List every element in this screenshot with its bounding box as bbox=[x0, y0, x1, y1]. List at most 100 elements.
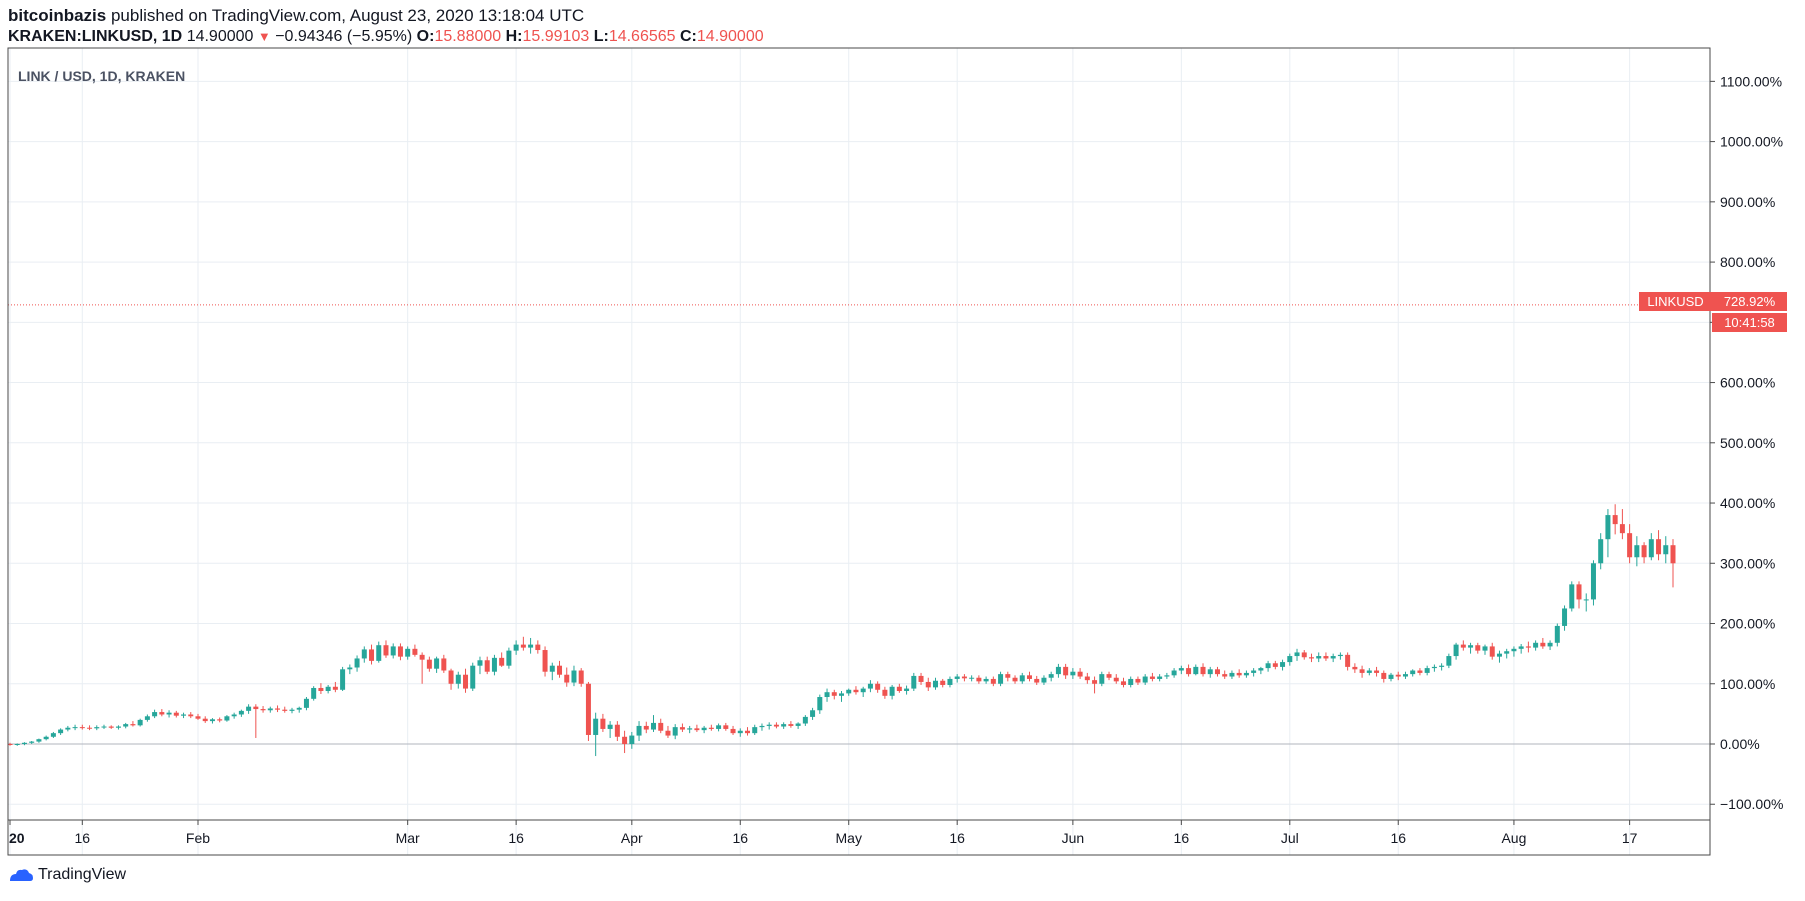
candle-body bbox=[1576, 584, 1582, 600]
candle-body bbox=[499, 657, 505, 666]
candle-body bbox=[716, 725, 722, 729]
candle-body bbox=[1533, 642, 1539, 648]
candle-body bbox=[188, 714, 194, 717]
candle-body bbox=[535, 644, 541, 651]
candle-body bbox=[1251, 670, 1257, 673]
x-tick-label: 16 bbox=[508, 830, 524, 846]
candle-body bbox=[983, 678, 989, 682]
candle-body bbox=[1337, 654, 1343, 657]
y-tick-label: 900.00% bbox=[1720, 194, 1775, 210]
candle-body bbox=[246, 706, 252, 711]
x-tick-label: 20 bbox=[9, 830, 25, 846]
candle-body bbox=[14, 744, 20, 745]
candle-body bbox=[390, 646, 396, 656]
x-tick-label: 17 bbox=[1622, 830, 1638, 846]
candle-body bbox=[1026, 675, 1032, 679]
candle-body bbox=[932, 680, 938, 688]
last-price-tag: LINKUSD 728.92% 10:41:58 bbox=[1639, 292, 1787, 332]
candle-body bbox=[72, 727, 78, 729]
candle-body bbox=[1410, 670, 1416, 675]
candle-body bbox=[267, 708, 273, 711]
candle-body bbox=[918, 675, 924, 682]
candle-body bbox=[701, 727, 707, 731]
candle-body bbox=[1099, 674, 1105, 684]
legend-title[interactable]: LINK / USD, 1D, KRAKEN bbox=[18, 68, 185, 84]
candle-body bbox=[1504, 651, 1510, 654]
candle-body bbox=[542, 650, 548, 672]
x-tick-label: Feb bbox=[186, 830, 210, 846]
high-value: 15.99103 bbox=[522, 28, 590, 45]
candle-body bbox=[108, 726, 114, 728]
candle-body bbox=[144, 716, 150, 720]
candle-body bbox=[282, 709, 288, 711]
candle-body bbox=[730, 728, 736, 734]
candle-body bbox=[1496, 653, 1502, 657]
candle-body bbox=[484, 660, 490, 672]
candle-body bbox=[882, 689, 888, 696]
candle-body bbox=[860, 688, 866, 693]
candle-body bbox=[839, 693, 844, 696]
symbol-tag: LINKUSD bbox=[1647, 294, 1703, 309]
candle-body bbox=[397, 646, 403, 657]
candle-body bbox=[1352, 666, 1358, 670]
candle-body bbox=[21, 742, 27, 744]
last-price: 14.90000 bbox=[186, 28, 254, 45]
candle-body bbox=[658, 722, 664, 731]
x-tick-label: May bbox=[836, 830, 862, 846]
candle-body bbox=[260, 709, 266, 711]
candle-body bbox=[875, 683, 881, 690]
footer-brand[interactable]: TradingView bbox=[8, 866, 126, 884]
x-tick-label: Aug bbox=[1501, 830, 1526, 846]
candle-body bbox=[347, 667, 353, 670]
candle-body bbox=[1084, 676, 1090, 681]
candle-body bbox=[737, 730, 743, 734]
candle-body bbox=[130, 724, 136, 726]
candle-body bbox=[1395, 674, 1401, 677]
candle-body bbox=[231, 714, 237, 717]
price-axis[interactable]: −100.00% 0.00% 100.00% 200.00% 300.00% 400.00… bbox=[1710, 73, 1783, 812]
y-tick-label: 600.00% bbox=[1720, 375, 1775, 391]
candle-body bbox=[1431, 666, 1437, 669]
candle-body bbox=[1120, 681, 1126, 685]
candle-body bbox=[1258, 668, 1264, 671]
candle-body bbox=[1460, 644, 1466, 648]
candle-body bbox=[1453, 644, 1459, 657]
candle-body bbox=[651, 722, 657, 730]
candle-body bbox=[7, 744, 13, 745]
candle-body bbox=[643, 725, 649, 730]
value-tag-bg bbox=[1712, 292, 1787, 311]
candle-body bbox=[166, 712, 172, 715]
x-tick-label: Mar bbox=[396, 830, 420, 846]
candle-body bbox=[889, 686, 895, 696]
candle-body bbox=[1518, 646, 1524, 649]
candle-body bbox=[50, 733, 56, 737]
candle-body bbox=[614, 724, 620, 737]
candle-body bbox=[1663, 545, 1669, 555]
candle-body bbox=[441, 658, 447, 671]
candle-body bbox=[990, 678, 996, 684]
publisher-name[interactable]: bitcoinbazis bbox=[8, 6, 107, 25]
candle-body bbox=[564, 674, 570, 683]
candle-body bbox=[672, 727, 678, 736]
candle-body bbox=[940, 680, 946, 685]
candle-body bbox=[1641, 545, 1647, 558]
candle-body bbox=[1547, 642, 1553, 647]
candle-body bbox=[1374, 670, 1380, 673]
candle-body bbox=[1569, 584, 1575, 609]
high-label: H: bbox=[505, 28, 523, 45]
close-value: 14.90000 bbox=[696, 28, 764, 45]
candle-body bbox=[224, 716, 230, 721]
time-axis[interactable]: 20 16 Feb Mar 16 Apr 16 May 16 Jun 16 Jul 16 Aug 17 bbox=[9, 820, 1638, 846]
candle-body bbox=[795, 723, 801, 726]
y-tick-label: 500.00% bbox=[1720, 435, 1775, 451]
x-tick-label: 16 bbox=[75, 830, 91, 846]
candle-body bbox=[361, 649, 367, 659]
candle-body bbox=[209, 719, 215, 722]
candle-body bbox=[817, 697, 823, 711]
candle-body bbox=[1034, 678, 1040, 683]
candle-body bbox=[1265, 663, 1271, 669]
candle-body bbox=[1489, 646, 1495, 657]
x-tick-label: 16 bbox=[1390, 830, 1406, 846]
y-tick-label: 300.00% bbox=[1720, 555, 1775, 571]
